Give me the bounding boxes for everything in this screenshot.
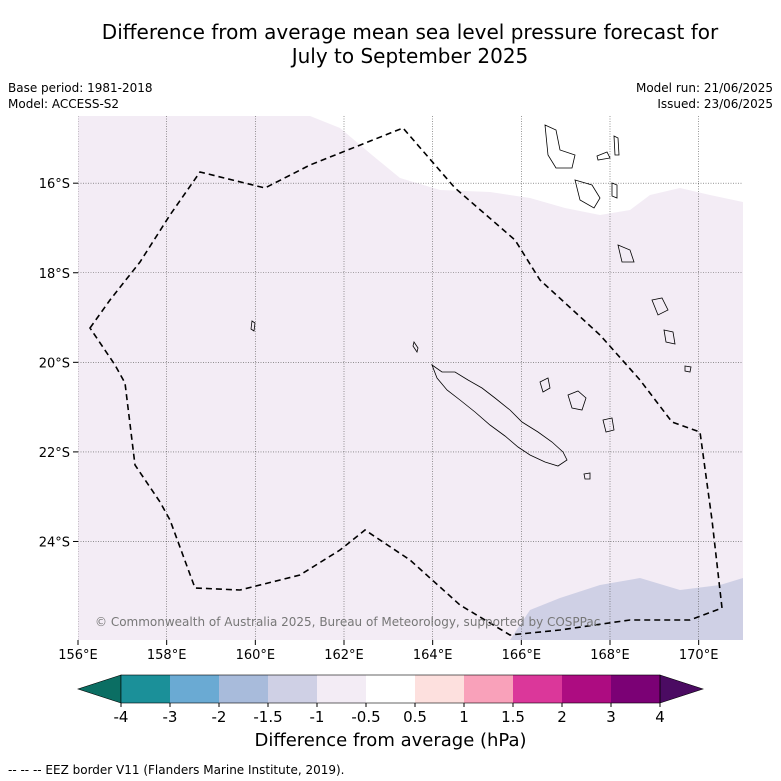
vanuatu-espiritu-santo <box>544 124 576 169</box>
lon-tick-label: 160°E <box>236 648 276 663</box>
colorbar-segment <box>366 675 415 703</box>
anomaly-region-mid <box>510 578 743 640</box>
colorbar-segment <box>268 675 317 703</box>
vanuatu-maewo <box>613 135 620 156</box>
colorbar-segment <box>219 675 268 703</box>
lon-tick-label: 158°E <box>147 648 187 663</box>
base-period: Base period: 1981-2018 <box>8 81 153 95</box>
axis-ticks: 156°E 158°E 160°E 162°E 164°E 166°E 168°E 170°E… <box>39 177 719 663</box>
lon-tick-label: 168°E <box>590 648 630 663</box>
colorbar-tick-label: 1 <box>459 708 469 726</box>
meta-left: Base period: 1981-2018 Model: ACCESS-S2 <box>8 80 153 112</box>
colorbar-tick-label: 1.5 <box>501 708 525 726</box>
colorbar-segment <box>317 675 366 703</box>
colorbar-tick-label: 0.5 <box>403 708 427 726</box>
vanuatu-malekula <box>574 179 601 209</box>
colorbar-tick-label: -2 <box>212 708 227 726</box>
vanuatu-efate <box>617 244 635 263</box>
lon-tick-label: 156°E <box>58 648 98 663</box>
colorbar-tick-label: 2 <box>557 708 567 726</box>
colorbar-segment <box>170 675 219 703</box>
colorbar-over-arrow <box>659 674 704 704</box>
colorbar: -4 -3 -2 -1.5 -1 -0.5 0.5 1 1.5 2 3 4 <box>77 674 704 726</box>
colorbar-tick-label: 4 <box>655 708 665 726</box>
issued-date: Issued: 23/06/2025 <box>657 97 773 111</box>
eez-border <box>89 127 723 636</box>
colorbar-tick-label: -3 <box>163 708 178 726</box>
meta-right: Model run: 21/06/2025 Issued: 23/06/2025 <box>636 80 773 112</box>
colorbar-segment <box>121 675 170 703</box>
model-run: Model run: 21/06/2025 <box>635 81 773 95</box>
colorbar-tick-label: -1 <box>310 708 325 726</box>
vanuatu-ambae <box>596 151 611 161</box>
footnote: -- -- -- EEZ border V11 (Flanders Marine… <box>8 763 345 777</box>
colorbar-segment <box>611 675 660 703</box>
lat-tick-label: 22°S <box>39 446 70 461</box>
lat-tick-label: 18°S <box>39 267 70 282</box>
colorbar-tick-label: -0.5 <box>351 708 380 726</box>
colorbar-segment <box>513 675 562 703</box>
colorbar-segment <box>415 675 464 703</box>
lat-tick-label: 24°S <box>39 535 70 550</box>
vanuatu-erromango <box>651 297 669 316</box>
anomaly-region-light <box>78 116 743 640</box>
map-area: © Commonwealth of Australia 2025, Bureau… <box>78 116 743 640</box>
model-name: Model: ACCESS-S2 <box>8 97 120 111</box>
lon-tick-label: 166°E <box>502 648 542 663</box>
copyright-text: © Commonwealth of Australia 2025, Bureau… <box>95 615 600 629</box>
colorbar-title: Difference from average (hPa) <box>254 730 527 751</box>
grid-lines <box>78 116 743 640</box>
colorbar-tick-label: -1.5 <box>253 708 282 726</box>
colorbar-under-arrow <box>77 674 122 704</box>
vanuatu-tanna <box>663 329 676 345</box>
title-line-1: Difference from average mean sea level p… <box>101 20 719 44</box>
loyalty-island-1 <box>539 377 551 393</box>
belep-islands <box>412 341 419 353</box>
lat-tick-label: 16°S <box>39 177 70 192</box>
chesterfield-reef <box>250 320 256 332</box>
title-line-2: July to September 2025 <box>291 44 529 68</box>
colorbar-segment <box>562 675 611 703</box>
vanuatu-aneityum <box>684 365 692 373</box>
lat-tick-label: 20°S <box>39 356 70 371</box>
vanuatu-pentecost <box>611 182 618 199</box>
lon-tick-label: 170°E <box>679 648 719 663</box>
colorbar-frame <box>120 674 661 704</box>
lon-tick-label: 164°E <box>413 648 453 663</box>
new-caledonia-island <box>431 363 568 467</box>
lon-tick-label: 162°E <box>324 648 364 663</box>
colorbar-segment <box>464 675 513 703</box>
colorbar-tick-label: -4 <box>114 708 129 726</box>
colorbar-tick-label: 3 <box>606 708 616 726</box>
loyalty-island-2 <box>567 390 587 411</box>
loyalty-island-3 <box>602 417 615 433</box>
isle-of-pines <box>583 472 591 480</box>
